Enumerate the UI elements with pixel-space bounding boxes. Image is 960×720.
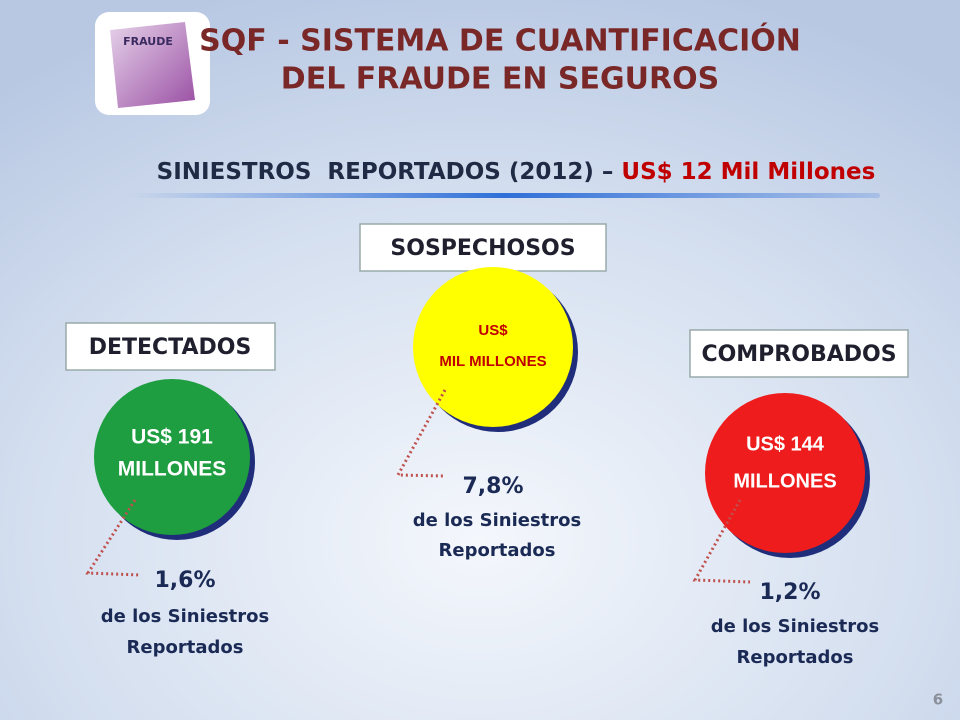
circle-text: MILLONES [733, 470, 836, 492]
description: de los Siniestros [413, 510, 581, 531]
connector [692, 499, 751, 584]
percent: 1,6% [154, 568, 215, 593]
description: de los Siniestros [101, 606, 269, 627]
circle-text: US$ [478, 322, 508, 339]
connector [85, 499, 141, 577]
description: Reportados [439, 540, 556, 561]
circle-text: US$ 191 [131, 426, 213, 449]
circle-text: MILLONES [118, 458, 227, 481]
logo-text: FRAUDE [123, 35, 173, 48]
circle-text: MIL MILLONES [439, 353, 546, 370]
group-label: COMPROBADOS [701, 342, 896, 367]
percent: 1,2% [759, 580, 820, 605]
subtitle-text: SINIESTROS REPORTADOS (2012) – [157, 159, 622, 185]
underline [130, 193, 880, 198]
label-box [65, 322, 276, 371]
subtitle: SINIESTROS REPORTADOS (2012) – US$ 12 Mi… [117, 159, 900, 185]
circle [705, 393, 865, 553]
logo-image [110, 22, 195, 108]
circle-text: US$ 144 [746, 433, 825, 455]
circle [413, 267, 573, 427]
description: Reportados [127, 637, 244, 658]
title-line: SQF - SISTEMA DE CUANTIFICACIÓN [199, 22, 801, 59]
page-number: 6 [933, 691, 943, 709]
label-box [689, 329, 909, 378]
description: Reportados [737, 647, 854, 668]
percent: 7,8% [462, 474, 523, 499]
subtitle-highlight: US$ 12 Mil Millones [621, 159, 875, 185]
circle [94, 379, 250, 535]
description: de los Siniestros [711, 616, 879, 637]
group-label: SOSPECHOSOS [390, 236, 575, 261]
title-line: DEL FRAUDE EN SEGUROS [281, 62, 719, 97]
group-label: DETECTADOS [89, 335, 252, 360]
label-box [359, 223, 607, 272]
